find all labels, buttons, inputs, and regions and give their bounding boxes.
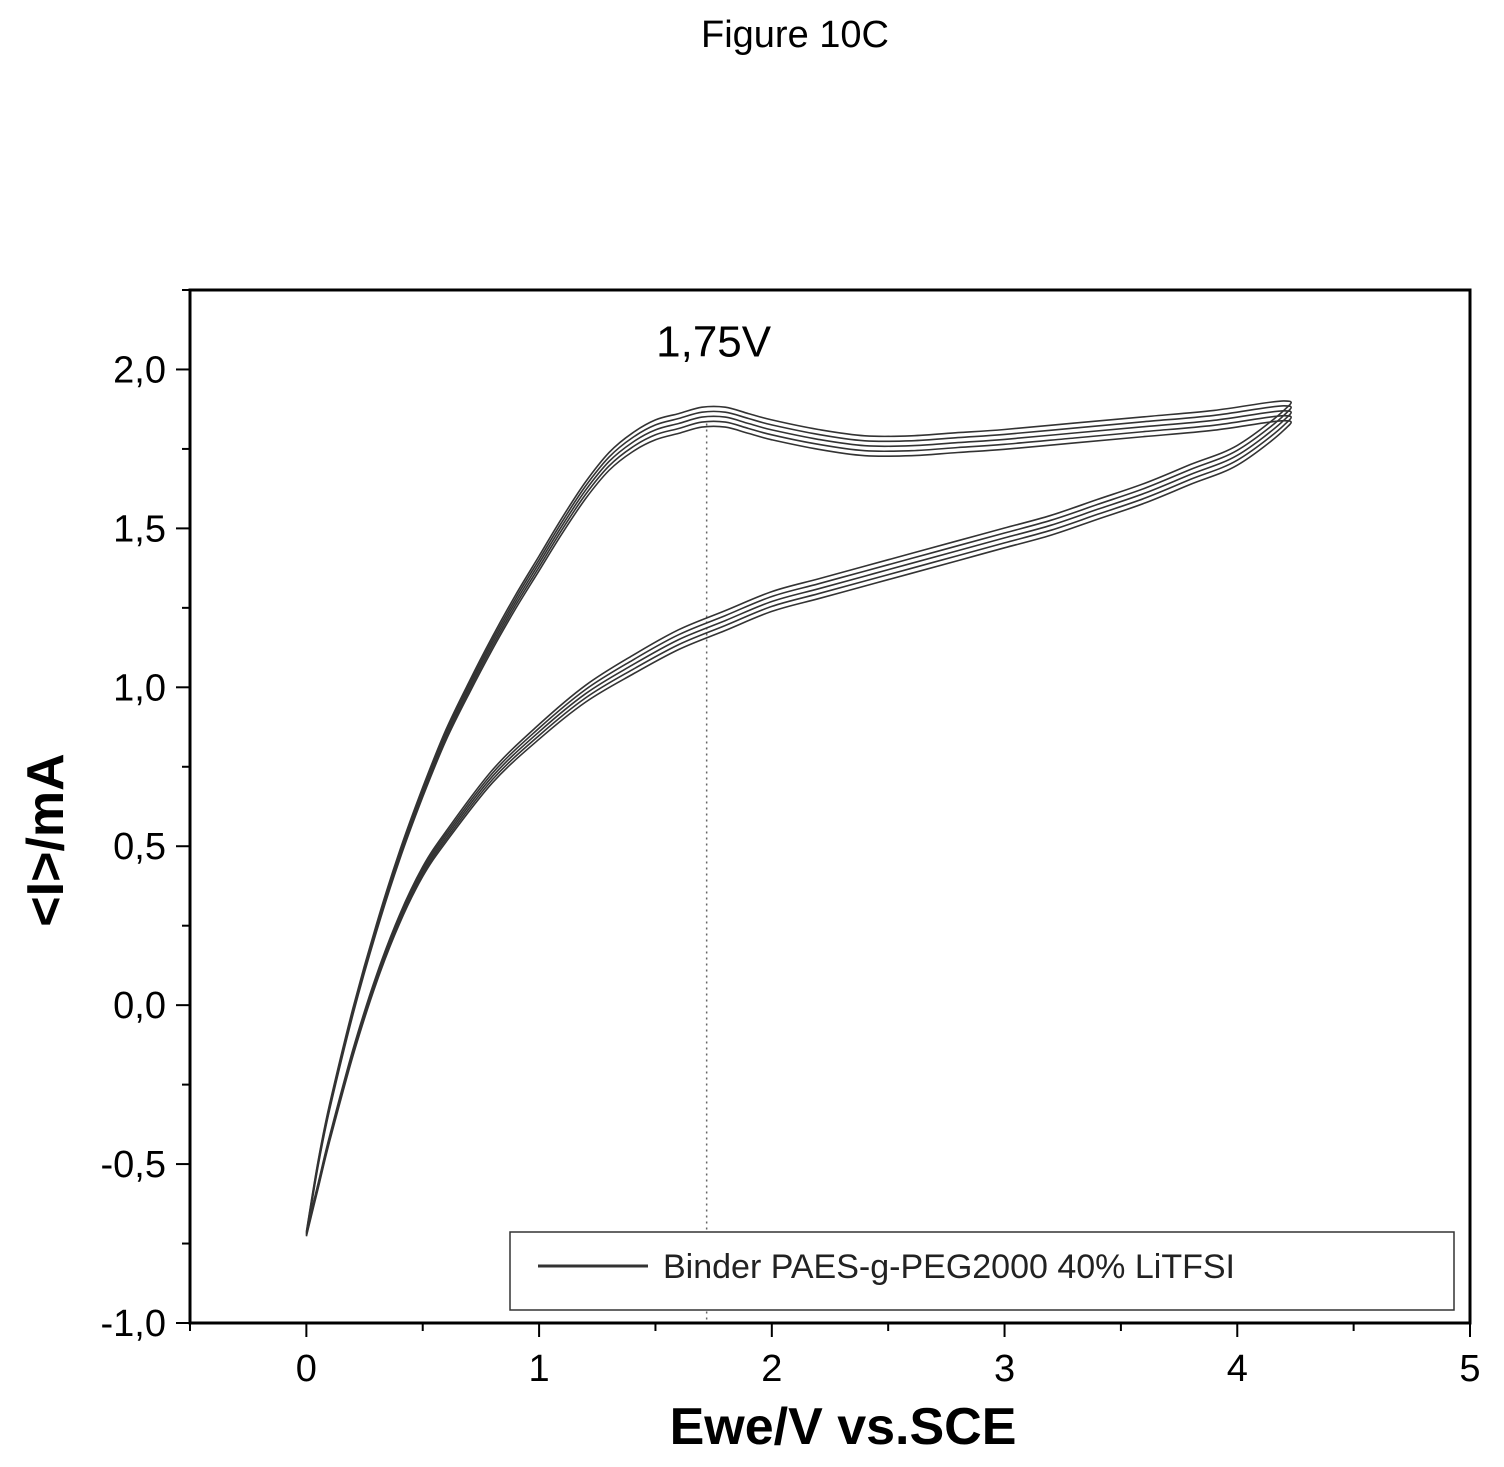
legend: Binder PAES-g-PEG2000 40% LiTFSI [509,1231,1455,1311]
x-tick-label: 3 [994,1348,1015,1390]
x-tick-label: 5 [1459,1348,1480,1390]
y-tick-label: 2,0 [113,349,166,391]
legend-box [509,1231,1455,1311]
x-tick-label: 1 [529,1348,550,1390]
y-tick-label: 0,0 [113,985,166,1027]
legend-label: Binder PAES-g-PEG2000 40% LiTFSI [663,1248,1235,1286]
x-tick-label: 0 [296,1348,317,1390]
y-tick-label: 1,0 [113,667,166,709]
y-axis-ticks: -1,0 -0,5 0,0 0,5 1,0 1,5 2,0 [101,289,190,1345]
y-tick-label: -1,0 [101,1303,166,1345]
annotations: 1,75V [656,318,772,367]
cv-cycle-line [305,419,1292,1237]
x-tick-label: 4 [1227,1348,1248,1390]
x-axis-ticks: 0 1 2 3 4 5 [189,1323,1481,1390]
y-axis-title: <I>/mA [17,753,75,926]
x-axis-title: Ewe/V vs.SCE [670,1398,1017,1456]
cv-cycle-line [305,404,1292,1234]
series-layer [305,400,1292,1237]
peak-annotation: 1,75V [656,318,772,367]
figure-title: Figure 10C [701,14,889,56]
cv-cycle-line [305,409,1292,1235]
y-tick-label: 1,5 [113,508,166,550]
cv-cycle-line [305,400,1292,1232]
x-tick-label: 2 [761,1348,782,1390]
plot-frame [188,288,1472,1325]
cv-cycle-line [305,414,1292,1236]
y-tick-label: 0,5 [113,826,166,868]
y-tick-label: -0,5 [101,1144,166,1186]
